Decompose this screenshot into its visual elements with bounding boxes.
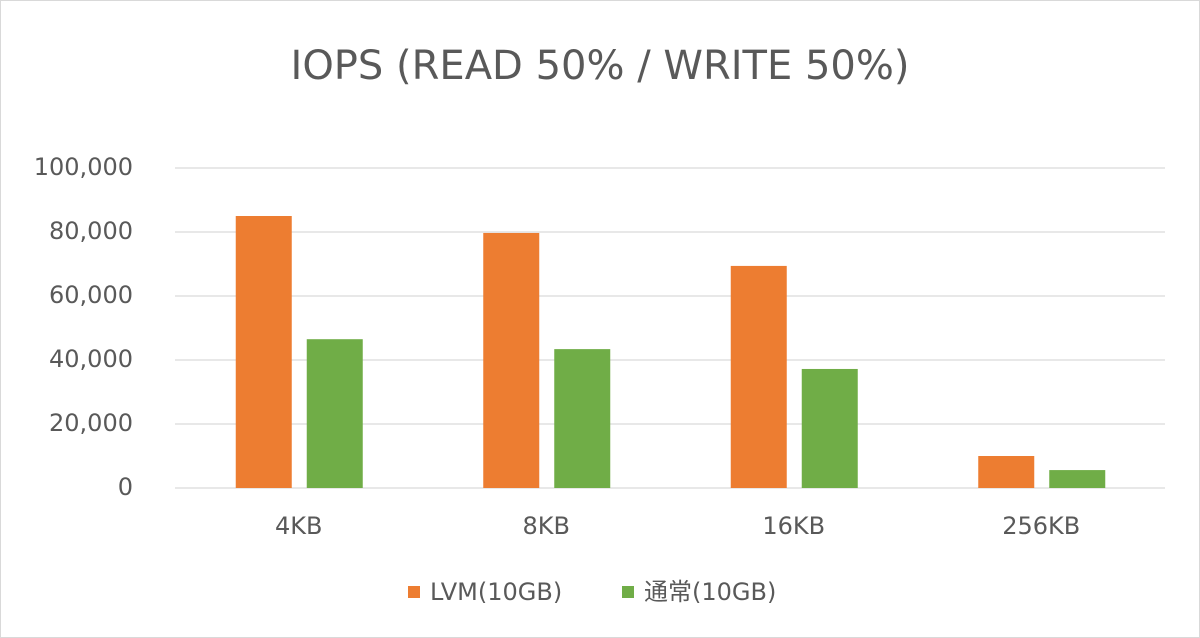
y-tick-label: 80,000 xyxy=(49,217,133,245)
bar xyxy=(306,339,363,488)
bar xyxy=(483,232,540,488)
bar xyxy=(730,265,787,488)
legend-label: 通常(10GB) xyxy=(644,578,776,606)
bar xyxy=(554,349,611,488)
x-tick-label: 4KB xyxy=(275,512,322,540)
bar xyxy=(978,456,1035,488)
legend-swatch xyxy=(408,586,420,598)
y-tick-label: 60,000 xyxy=(49,281,133,309)
chart-title: IOPS (READ 50% / WRITE 50%) xyxy=(291,43,910,89)
legend-label: LVM(10GB) xyxy=(430,578,562,606)
bar xyxy=(1049,470,1106,488)
bar xyxy=(235,216,292,488)
y-tick-label: 20,000 xyxy=(49,409,133,437)
x-tick-label: 256KB xyxy=(1002,512,1080,540)
x-tick-label: 8KB xyxy=(523,512,570,540)
x-tick-label: 16KB xyxy=(762,512,825,540)
bar xyxy=(801,368,858,488)
y-tick-label: 0 xyxy=(118,473,133,501)
y-tick-label: 100,000 xyxy=(34,153,133,181)
y-tick-label: 40,000 xyxy=(49,345,133,373)
legend-swatch xyxy=(622,586,634,598)
